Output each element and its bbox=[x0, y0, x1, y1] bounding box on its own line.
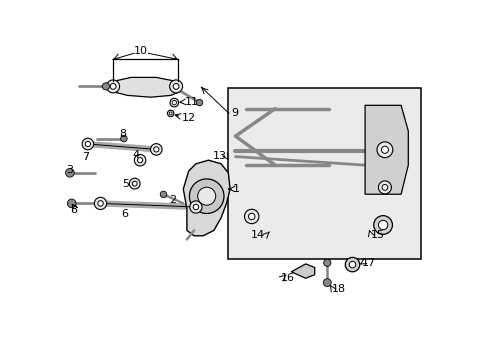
Circle shape bbox=[102, 83, 109, 90]
Text: 14: 14 bbox=[251, 230, 265, 240]
Circle shape bbox=[129, 178, 140, 189]
Text: 13: 13 bbox=[213, 151, 227, 161]
Text: 2: 2 bbox=[168, 195, 176, 205]
Circle shape bbox=[378, 181, 390, 194]
Text: 6: 6 bbox=[121, 209, 128, 219]
Circle shape bbox=[169, 112, 172, 115]
Text: 7: 7 bbox=[82, 152, 89, 162]
Circle shape bbox=[137, 158, 142, 163]
Circle shape bbox=[169, 80, 182, 93]
Text: 16: 16 bbox=[280, 273, 294, 283]
Text: 5: 5 bbox=[122, 179, 129, 189]
Text: 9: 9 bbox=[230, 108, 238, 118]
Polygon shape bbox=[106, 77, 181, 97]
Circle shape bbox=[173, 84, 179, 89]
Circle shape bbox=[376, 142, 392, 158]
Circle shape bbox=[323, 279, 330, 287]
Circle shape bbox=[153, 147, 159, 152]
Bar bbox=[228, 88, 420, 259]
Circle shape bbox=[167, 110, 174, 117]
Circle shape bbox=[323, 259, 330, 266]
Circle shape bbox=[244, 209, 258, 224]
Text: 18: 18 bbox=[331, 284, 346, 294]
Circle shape bbox=[110, 84, 116, 89]
Circle shape bbox=[134, 154, 145, 166]
Circle shape bbox=[67, 199, 76, 208]
Circle shape bbox=[193, 204, 198, 210]
Circle shape bbox=[197, 187, 215, 205]
Text: 12: 12 bbox=[181, 113, 195, 123]
Circle shape bbox=[121, 135, 127, 142]
Circle shape bbox=[381, 184, 387, 190]
Text: 4: 4 bbox=[132, 150, 139, 160]
Circle shape bbox=[248, 213, 254, 220]
Circle shape bbox=[106, 80, 120, 93]
Text: 8: 8 bbox=[70, 204, 77, 215]
Polygon shape bbox=[365, 105, 407, 194]
Text: 1: 1 bbox=[232, 184, 240, 194]
Circle shape bbox=[172, 100, 176, 105]
Circle shape bbox=[132, 181, 137, 186]
Circle shape bbox=[65, 168, 74, 177]
Text: 10: 10 bbox=[134, 46, 148, 56]
Circle shape bbox=[348, 261, 355, 268]
Circle shape bbox=[98, 201, 103, 206]
Circle shape bbox=[94, 197, 106, 210]
Circle shape bbox=[378, 220, 387, 230]
Circle shape bbox=[170, 98, 178, 107]
Polygon shape bbox=[183, 160, 230, 236]
Text: 8: 8 bbox=[120, 129, 126, 139]
Polygon shape bbox=[291, 264, 314, 278]
Circle shape bbox=[85, 141, 90, 147]
Circle shape bbox=[196, 99, 203, 106]
Text: 15: 15 bbox=[370, 230, 384, 240]
Circle shape bbox=[160, 191, 166, 198]
Circle shape bbox=[150, 144, 162, 155]
Text: 17: 17 bbox=[361, 258, 375, 268]
Circle shape bbox=[189, 179, 224, 213]
Text: 3: 3 bbox=[66, 165, 73, 175]
Text: 11: 11 bbox=[185, 97, 199, 107]
Circle shape bbox=[189, 201, 202, 213]
Circle shape bbox=[381, 146, 387, 153]
Circle shape bbox=[345, 257, 359, 272]
Circle shape bbox=[82, 138, 94, 150]
Circle shape bbox=[373, 216, 392, 234]
